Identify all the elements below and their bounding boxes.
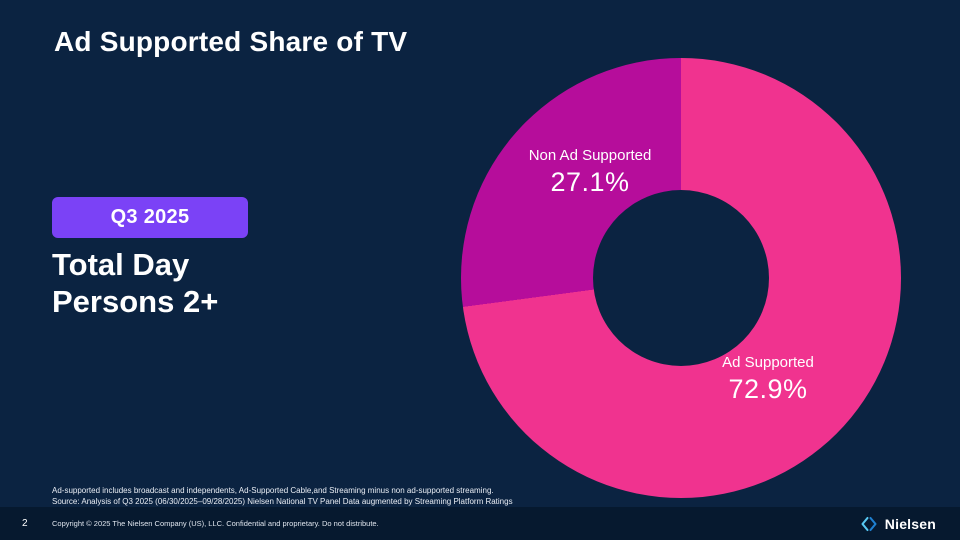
callout-label: Ad Supported — [722, 354, 814, 371]
page-title: Ad Supported Share of TV — [54, 26, 408, 57]
callout-value: 27.1% — [550, 166, 630, 197]
brand-name: Nielsen — [884, 515, 936, 532]
callout-value: 72.9% — [728, 373, 808, 404]
subtitle: Total Day Persons 2+ — [52, 246, 218, 320]
page-number: 2 — [22, 518, 28, 529]
callout-label: Non Ad Supported — [528, 147, 652, 164]
footer-bar: 2 Copyright © 2025 The Nielsen Company (… — [0, 507, 960, 540]
subtitle-line2: Persons 2+ — [52, 284, 219, 320]
callout-non-ad-supported: Non Ad Supported 27.1% — [470, 147, 710, 200]
donut-hole — [593, 190, 769, 366]
subtitle-line1: Total Day — [52, 247, 190, 282]
footnotes: Ad-supported includes broadcast and inde… — [52, 486, 513, 508]
brand-lockup: Nielsen — [859, 514, 936, 534]
copyright-text: Copyright © 2025 The Nielsen Company (US… — [52, 519, 379, 528]
callout-ad-supported: Ad Supported 72.9% — [648, 354, 888, 407]
footnote-line1: Ad-supported includes broadcast and inde… — [52, 486, 494, 495]
quarter-badge: Q3 2025 — [52, 197, 248, 238]
footnote-line2: Source: Analysis of Q3 2025 (06/30/2025–… — [52, 496, 513, 506]
nielsen-logo-icon — [861, 516, 877, 531]
donut-chart — [461, 58, 901, 498]
